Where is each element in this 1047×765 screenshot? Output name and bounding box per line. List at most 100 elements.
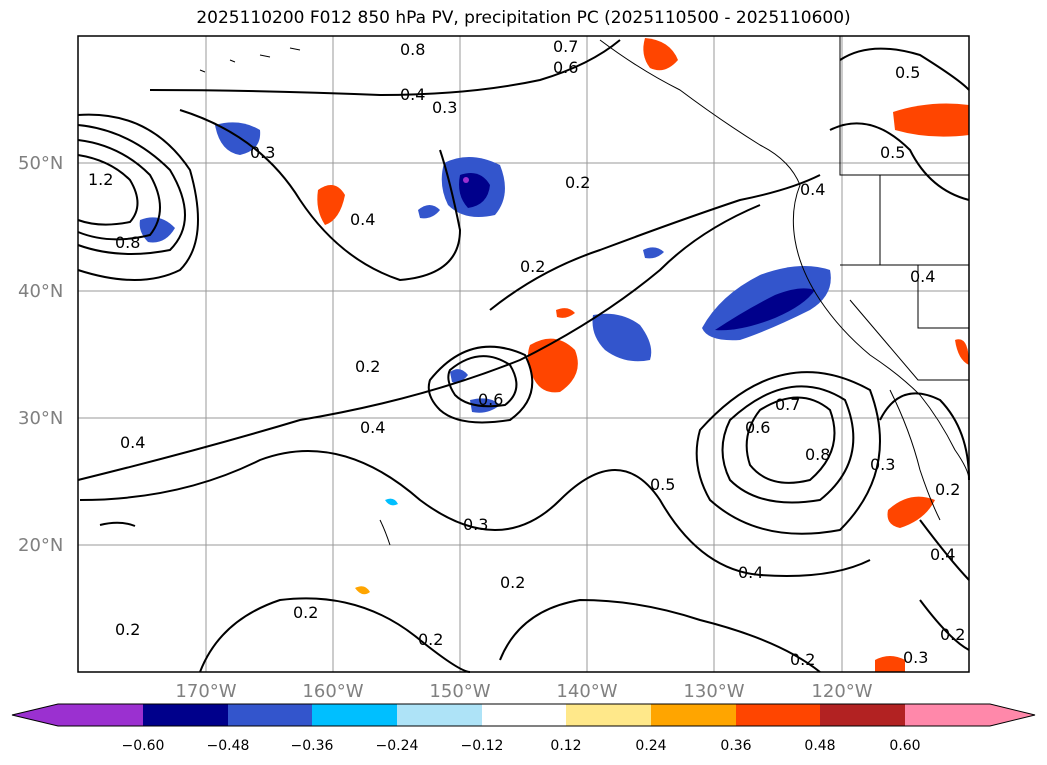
precip-neg-blob [592,313,652,362]
precip-pos-blob [317,185,345,225]
lon-axis: 170°W 160°W 150°W 140°W 130°W 120°W [175,681,872,702]
contour-label: 0.2 [115,620,140,639]
colorbar-segment [312,704,397,726]
colorbar: −0.60 −0.48 −0.36 −0.24 −0.12 0.12 0.24 … [11,703,1036,754]
colorbar-tick: −0.60 [122,738,165,754]
contour-label: 0.2 [418,630,443,649]
map-frame [77,35,970,673]
precip-neg-blob [450,369,468,383]
colorbar-tick: 0.36 [720,738,751,754]
precip-pos-blob [355,586,370,595]
contour-line [99,521,136,527]
contour-label-group: 0.4 0.3 0.3 0.2 0.2 0.2 0.4 0.6 0.3 0.2 … [88,37,965,669]
lat-label-20n: 20°N [18,535,63,556]
contour-line [447,355,518,408]
colorbar-tick: −0.36 [291,738,334,754]
colorbar-tick: −0.24 [376,738,419,754]
colorbar-ticks: −0.60 −0.48 −0.36 −0.24 −0.12 0.12 0.24 … [122,738,921,754]
contour-label: 0.2 [355,357,380,376]
lon-label-150w: 150°W [429,681,490,702]
contour-line [79,450,871,577]
contour-label: 0.4 [360,418,385,437]
contour-line [77,113,199,281]
precip-neg-blob [643,247,664,259]
colorbar-tick: 0.60 [889,738,920,754]
contour-label: 0.4 [930,545,955,564]
map-title: 2025110200 F012 850 hPa PV, precipitatio… [196,8,851,28]
contour-line [829,122,970,201]
contour-line [721,385,855,504]
contour-line [919,519,970,581]
colorbar-extend-low [12,704,58,726]
coastlines [199,36,970,546]
contour-label: 0.6 [745,418,770,437]
contour-label: 0.3 [250,143,275,162]
lat-axis: 50°N 40°N 30°N 20°N [18,153,63,556]
colorbar-tick: 0.48 [804,738,835,754]
colorbar-segment [736,704,820,726]
precip-shading [139,38,969,672]
precip-pos-blob [887,496,935,528]
coastline-north-america [599,39,970,481]
lon-label-120w: 120°W [811,681,872,702]
contour-label: 0.3 [463,515,488,534]
colorbar-tick: 0.24 [635,738,666,754]
contour-label: 0.2 [565,173,590,192]
colorbar-segment [143,704,228,726]
contour-label: 0.8 [115,233,140,252]
contour-label: 1.2 [88,170,113,189]
contour-label: 0.2 [500,573,525,592]
precip-neg-core [715,288,815,331]
contour-label: 0.4 [800,180,825,199]
border-state [917,265,969,329]
colorbar-segment [566,704,651,726]
contour-line [879,392,970,481]
precip-pos-blob [556,308,575,318]
colorbar-segment [397,704,482,726]
precip-pos-blob [875,656,905,672]
contour-label: 0.3 [432,98,457,117]
precip-pos-blob [955,339,969,365]
contour-label: 0.5 [895,63,920,82]
contour-line [179,109,462,282]
contour-label: 0.6 [553,58,578,77]
contour-line [199,597,471,673]
contour-line [77,154,139,226]
contour-line [427,345,534,424]
colorbar-extend-high [990,704,1035,726]
contour-label: 0.4 [738,563,763,582]
colorbar-tick: −0.48 [207,738,250,754]
contour-label: 0.8 [805,445,830,464]
contour-label: 0.5 [880,143,905,162]
colorbar-segment [820,704,905,726]
contour-line [489,174,821,311]
contour-label: 0.2 [940,625,965,644]
contour-label: 0.5 [650,475,675,494]
colorbar-segment [228,704,312,726]
lon-label-160w: 160°W [302,681,363,702]
border-canada-us [839,36,969,176]
border-us-mexico [849,299,969,381]
contour-label: 0.2 [293,603,318,622]
colorbar-segment [58,704,143,726]
contour-line [745,396,836,484]
colorbar-segment [905,704,990,726]
coastline-baja [889,389,941,521]
pv-contours [77,39,970,673]
precip-neg-blob [385,498,398,506]
contour-line [77,204,761,481]
precip-pos-blob [527,338,578,393]
contour-label: 0.2 [790,650,815,669]
hawaii-islands [379,519,391,546]
colorbar-segment [482,704,566,726]
contour-label: 0.8 [400,40,425,59]
colorbar-outline [11,703,1036,727]
colorbar-segment [651,704,736,726]
map-panel: 0.4 0.3 0.3 0.2 0.2 0.2 0.4 0.6 0.3 0.2 … [77,35,970,673]
lon-label-170w: 170°W [175,681,236,702]
contour-label: 0.4 [120,433,145,452]
contour-line [77,139,161,241]
lat-label-30n: 30°N [18,408,63,429]
lat-label-50n: 50°N [18,153,63,174]
